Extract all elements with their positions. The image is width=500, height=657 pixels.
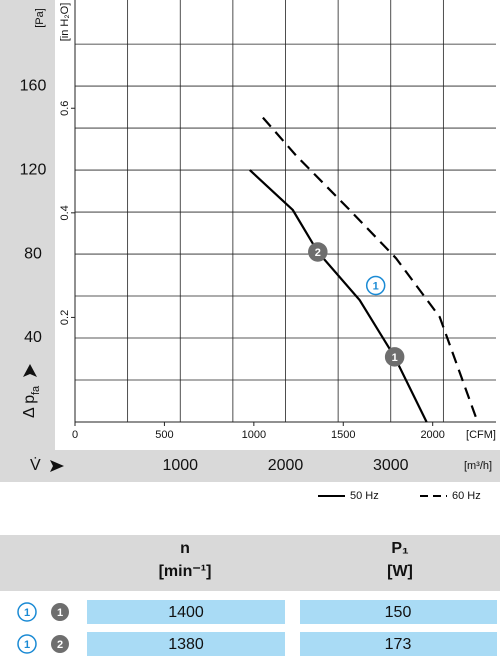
x2-tick-label: 500 bbox=[155, 429, 173, 441]
x-symbol: V̇ bbox=[30, 456, 41, 474]
header-p-unit: [W] bbox=[387, 563, 413, 580]
y-tick-label: 40 bbox=[24, 329, 42, 346]
x-tick-label: 2000 bbox=[268, 457, 304, 474]
header-p: P₁ bbox=[391, 540, 409, 557]
y-tick-label: 120 bbox=[20, 161, 47, 178]
marker-outline bbox=[17, 634, 37, 654]
x2-tick-label: 1500 bbox=[331, 429, 355, 441]
cell bbox=[300, 632, 497, 656]
cell-text: 1380 bbox=[168, 636, 204, 653]
y-tick-label: 80 bbox=[24, 245, 42, 262]
cell bbox=[300, 600, 497, 624]
operating-point bbox=[384, 347, 405, 367]
x-arrow bbox=[50, 460, 64, 472]
marker-filled bbox=[51, 635, 69, 653]
x-tick-label: 1000 bbox=[162, 457, 198, 474]
marker-label: 2 bbox=[57, 639, 63, 651]
marker-label: 1 bbox=[57, 607, 63, 619]
curve bbox=[262, 116, 479, 423]
y-symbol: Δ p bbox=[21, 395, 38, 418]
y2-label: [in H₂O] bbox=[59, 3, 71, 42]
table-header bbox=[0, 535, 500, 591]
legend: 50 Hz 60 Hz bbox=[318, 490, 481, 502]
y2-tick-label: 0.4 bbox=[59, 205, 71, 220]
marker-label: 1 bbox=[24, 639, 30, 651]
x2-tick-label: 1000 bbox=[242, 429, 266, 441]
x2-label: [CFM] bbox=[466, 429, 496, 441]
x2-tick-label: 2000 bbox=[420, 429, 444, 441]
y-symbol-group: Δ p fa bbox=[21, 364, 42, 418]
y-tick-label: 160 bbox=[20, 77, 47, 94]
y-arrow bbox=[23, 364, 37, 377]
y-symbol-sub: fa bbox=[30, 385, 42, 395]
y2-tick-label: 0.6 bbox=[59, 101, 71, 116]
operating-point bbox=[308, 242, 328, 262]
x2-tick-label: 0 bbox=[72, 429, 78, 441]
point-label: 2 bbox=[315, 247, 321, 259]
operating-point bbox=[365, 275, 386, 296]
y-band bbox=[0, 0, 55, 450]
x-tick-label: 3000 bbox=[373, 457, 409, 474]
table-rows: 1 1 1400 150 1 2 1380 173 bbox=[17, 600, 497, 656]
marker-label: 1 bbox=[24, 607, 30, 619]
cell bbox=[87, 632, 285, 656]
marker-filled bbox=[51, 603, 69, 621]
point-label: 1 bbox=[392, 352, 398, 364]
y-label: [Pa] bbox=[34, 8, 46, 28]
cell-text: 1400 bbox=[168, 604, 204, 621]
header-n-unit: [min⁻¹] bbox=[159, 563, 212, 580]
legend-label: 60 Hz bbox=[452, 490, 481, 502]
cell-text: 173 bbox=[385, 636, 412, 653]
cell bbox=[87, 600, 285, 624]
point-label: 1 bbox=[373, 280, 379, 292]
header-n: n bbox=[180, 540, 190, 557]
x-label: [m³/h] bbox=[464, 460, 492, 472]
legend-label: 50 Hz bbox=[350, 490, 379, 502]
grid bbox=[71, 0, 496, 426]
curve bbox=[249, 169, 428, 423]
marker-outline bbox=[17, 602, 37, 622]
x-band bbox=[0, 450, 500, 482]
y2-tick-label: 0.2 bbox=[59, 310, 71, 325]
cell-text: 150 bbox=[385, 604, 412, 621]
plot: 1 2 1 bbox=[249, 116, 479, 423]
